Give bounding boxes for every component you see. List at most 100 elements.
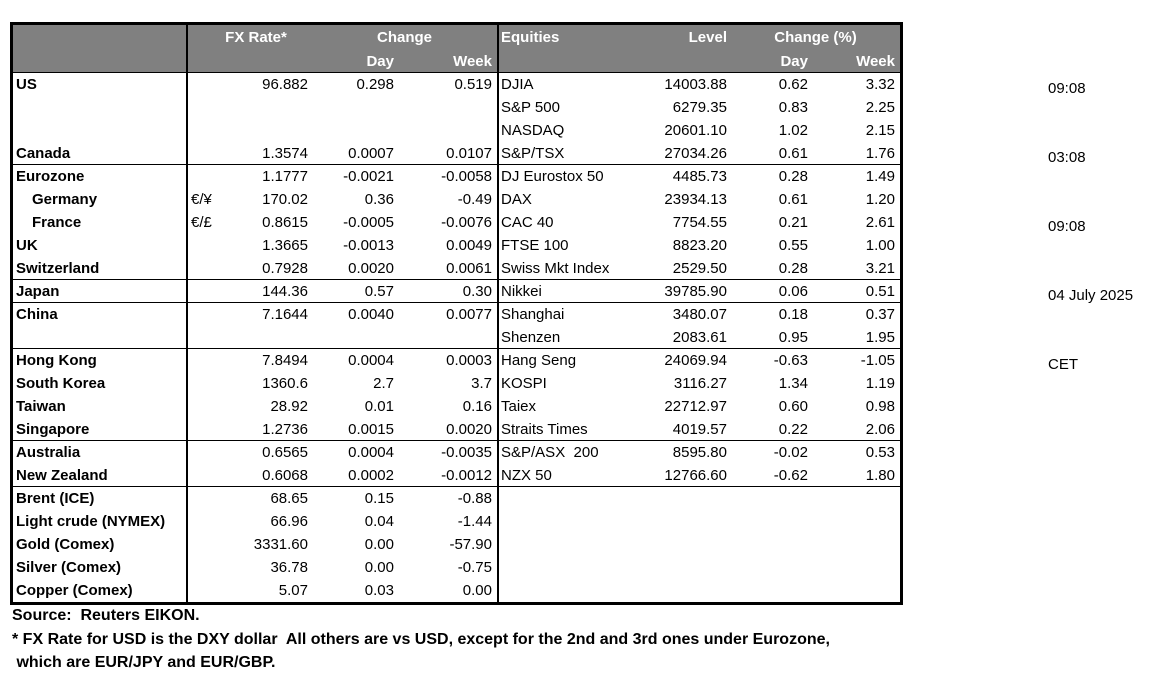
pair-symbol-cell [186, 257, 222, 279]
equity-day-change-cell: 0.18 [778, 306, 808, 323]
header-level: Level [688, 28, 727, 46]
fx-day-change-cell: 0.04 [364, 513, 394, 530]
pair-symbol-cell [186, 464, 222, 486]
fx-rate-cell: 96.882 [262, 76, 308, 93]
table-row: Silver (Comex) 36.78 0.00 -0.75 [13, 556, 900, 579]
equity-day-change-cell: 0.21 [778, 214, 808, 231]
equity-day-change-cell: 0.95 [778, 329, 808, 346]
fx-rate-cell [222, 119, 312, 142]
country-cell: France [32, 214, 82, 231]
fx-week-change-cell: 0.0077 [446, 306, 492, 323]
equity-week-change-cell [812, 533, 900, 556]
equity-level-cell: 12766.60 [664, 467, 727, 484]
equity-week-change-cell: 1.00 [865, 237, 895, 254]
table-row: US 96.882 0.298 0.519 DJIA 14003.88 0.62… [13, 73, 900, 96]
table-row: Shenzen 2083.61 0.95 1.95 [13, 326, 900, 349]
pair-symbol-cell [186, 487, 222, 510]
country-cell: Australia [16, 444, 81, 461]
fx-rate-cell: 1360.6 [262, 375, 308, 392]
fx-day-change-cell [312, 326, 398, 348]
table-row: Australia 0.6565 0.0004 -0.0035 S&P/ASX … [13, 441, 900, 464]
fx-day-change-cell: 0.01 [364, 398, 394, 415]
pair-symbol-cell [186, 372, 222, 395]
equity-level-cell: 6279.35 [672, 99, 727, 116]
equity-day-change-cell: 0.61 [778, 191, 808, 208]
pair-symbol-cell [186, 441, 222, 464]
equity-week-change-cell [812, 487, 900, 510]
timezone-row: CET [1048, 356, 1078, 373]
table-row: Japan 144.36 0.57 0.30 Nikkei 39785.90 0… [13, 280, 900, 303]
equity-week-change-cell: 1.80 [865, 467, 895, 484]
pair-symbol-cell [186, 533, 222, 556]
equity-week-change-cell: 0.51 [865, 283, 895, 300]
equity-level-cell: 3116.27 [673, 375, 727, 392]
table-row: S&P 500 6279.35 0.83 2.25 [13, 96, 900, 119]
country-cell: Silver (Comex) [16, 559, 122, 576]
equity-name-cell [497, 510, 640, 533]
table-row: Germany €/¥ 170.02 0.36 -0.49 DAX 23934.… [13, 188, 900, 211]
equity-name-cell: DJIA [501, 76, 534, 93]
equity-name-cell: S&P/TSX [501, 145, 565, 162]
fx-week-change-cell: 3.7 [471, 375, 492, 392]
table-row: Light crude (NYMEX) 66.96 0.04 -1.44 [13, 510, 900, 533]
equity-level-cell: 14003.88 [664, 76, 727, 93]
equity-day-change-cell [731, 533, 812, 556]
date-row: 04 July 2025 [1048, 287, 1134, 304]
equity-level-cell [640, 579, 731, 602]
fx-day-change-cell: 0.0007 [348, 145, 394, 162]
equity-level-cell: 27034.26 [664, 145, 727, 162]
fx-rate-cell [222, 96, 312, 119]
equity-week-change-cell: -1.05 [860, 352, 895, 369]
pair-symbol-cell [186, 234, 222, 257]
fx-day-change-cell [312, 119, 398, 142]
equity-week-change-cell: 2.15 [865, 122, 895, 139]
equity-name-cell [497, 487, 640, 510]
table-row: South Korea 1360.6 2.7 3.7 KOSPI 3116.27… [13, 372, 900, 395]
table-row: Switzerland 0.7928 0.0020 0.0061 Swiss M… [13, 257, 900, 280]
footnote-line-2: which are EUR/JPY and EUR/GBP. [12, 654, 276, 671]
equity-day-change-cell: 0.22 [778, 421, 808, 438]
header-fx-rate: FX Rate* [225, 28, 287, 46]
fx-rate-cell: 0.7928 [262, 260, 308, 277]
equity-week-change-cell: 1.95 [865, 329, 895, 346]
equity-week-change-cell: 1.49 [865, 168, 895, 185]
table-row: Copper (Comex) 5.07 0.03 0.00 [13, 579, 900, 602]
equity-name-cell: FTSE 100 [501, 237, 569, 254]
table-body: US 96.882 0.298 0.519 DJIA 14003.88 0.62… [13, 73, 900, 602]
fx-rate-cell: 144.36 [262, 283, 308, 300]
country-cell: Copper (Comex) [16, 582, 133, 599]
header-change-pct: Change (%) [774, 28, 857, 46]
table-row: New Zealand 0.6068 0.0002 -0.0012 NZX 50… [13, 464, 900, 487]
equity-name-cell: Shenzen [501, 329, 561, 346]
equity-day-change-cell [731, 579, 812, 602]
country-cell: Canada [16, 145, 71, 162]
equity-level-cell: 4485.73 [672, 168, 727, 185]
equity-level-cell [640, 556, 731, 579]
equity-day-change-cell [731, 556, 812, 579]
fx-day-change-cell: 0.298 [356, 76, 394, 93]
fx-week-change-cell [398, 119, 497, 142]
equity-day-change-cell: 0.28 [778, 260, 808, 277]
fx-day-change-cell: 0.0020 [348, 260, 394, 277]
equity-name-cell: Swiss Mkt Index [501, 260, 610, 277]
equity-week-change-cell [812, 510, 900, 533]
equity-level-cell: 22712.97 [664, 398, 727, 415]
table-row: France €/£ 0.8615 -0.0005 -0.0076 CAC 40… [13, 211, 900, 234]
fx-day-change-cell: 0.0002 [348, 467, 394, 484]
equity-week-change-cell: 1.20 [865, 191, 895, 208]
equity-day-change-cell: 0.55 [778, 237, 808, 254]
fx-day-change-cell: 0.57 [364, 283, 394, 300]
country-cell: Germany [32, 191, 98, 208]
fx-day-change-cell: -0.0005 [343, 214, 394, 231]
pair-symbol-cell [186, 579, 222, 602]
fx-week-change-cell: 0.519 [454, 76, 492, 93]
fx-rate-cell: 36.78 [270, 559, 308, 576]
fx-rate-cell: 0.6068 [262, 467, 308, 484]
equity-day-change-cell: -0.63 [773, 352, 808, 369]
equity-name-cell: CAC 40 [501, 214, 554, 231]
table-row: Singapore 1.2736 0.0015 0.0020 Straits T… [13, 418, 900, 441]
country-cell: UK [16, 237, 38, 254]
fx-rate-cell: 1.3665 [262, 237, 308, 254]
equity-day-change-cell: -0.62 [773, 467, 808, 484]
